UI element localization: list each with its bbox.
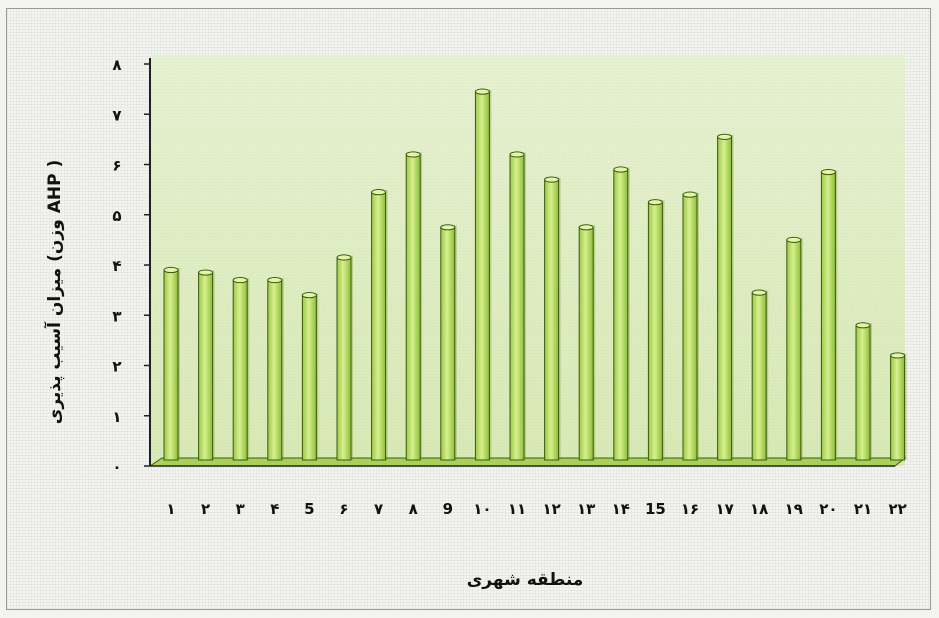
- bar-6: [336, 254, 353, 461]
- x-tick-label: ۲۰: [819, 500, 837, 518]
- bar-8: [405, 151, 423, 461]
- y-axis-title: میزان آسیب پذیری (وزن AHP ): [43, 160, 65, 424]
- bar-22: [890, 352, 907, 461]
- bar-9: [440, 224, 457, 461]
- x-axis-title: منطقه شهری: [467, 570, 584, 590]
- bar-11: [509, 151, 526, 461]
- bar-12: [544, 176, 561, 461]
- bar-18: [751, 289, 769, 461]
- x-tick-label: ۱۶: [681, 500, 699, 518]
- bar-2: [198, 269, 215, 461]
- y-tick-label: ۲: [112, 358, 121, 376]
- x-tick-label: ۱: [166, 500, 175, 518]
- y-tick-label: ۳: [112, 307, 121, 325]
- x-tick-label: ۲۲: [888, 500, 906, 518]
- x-tick-label: ۱۸: [750, 500, 768, 518]
- x-tick-label: ۲: [201, 500, 210, 518]
- x-tick-label: ۶: [339, 500, 348, 518]
- y-tick-label: ۸: [112, 56, 121, 74]
- x-tick-label: ۱۱: [508, 500, 526, 518]
- bar-10: [474, 88, 492, 461]
- x-tick-label: ۱۰: [473, 500, 491, 518]
- x-tick-label: ۱۷: [715, 500, 733, 518]
- x-tick-label: 9: [443, 500, 453, 518]
- bar-15: [647, 199, 665, 461]
- x-tick-label: ۱۳: [577, 500, 595, 518]
- bar-21: [855, 322, 872, 461]
- bar-16: [682, 191, 699, 461]
- x-tick-label: ۳: [236, 500, 245, 518]
- y-tick-label: ۰: [112, 458, 121, 476]
- x-tick-label: ۱۴: [612, 500, 630, 518]
- y-tick-label: ۱: [112, 408, 121, 426]
- x-tick-label: ۷: [374, 500, 383, 518]
- bar-20: [820, 168, 838, 461]
- y-tick-label: ۵: [112, 207, 121, 225]
- bar-7: [371, 189, 388, 461]
- y-tick-label: ۶: [112, 157, 121, 175]
- y-tick-label: ۷: [112, 106, 121, 124]
- bar-17: [717, 133, 734, 461]
- x-tick-label: 15: [645, 500, 666, 518]
- bar-4: [267, 276, 284, 461]
- x-tick-label: ۲۱: [854, 500, 872, 518]
- x-tick-label: ۱۹: [785, 500, 803, 518]
- bar-1: [163, 266, 180, 461]
- x-tick-label: ۱۲: [542, 500, 560, 518]
- bar-19: [786, 236, 803, 461]
- x-tick-label: 5: [304, 500, 314, 518]
- bar-5: [301, 292, 319, 461]
- x-tick-label: ۴: [270, 500, 279, 518]
- y-tick-label: ۴: [112, 257, 121, 275]
- bar-13: [578, 224, 596, 461]
- bar-3: [232, 276, 250, 461]
- bar-14: [613, 166, 630, 461]
- x-tick-label: ۸: [409, 500, 418, 518]
